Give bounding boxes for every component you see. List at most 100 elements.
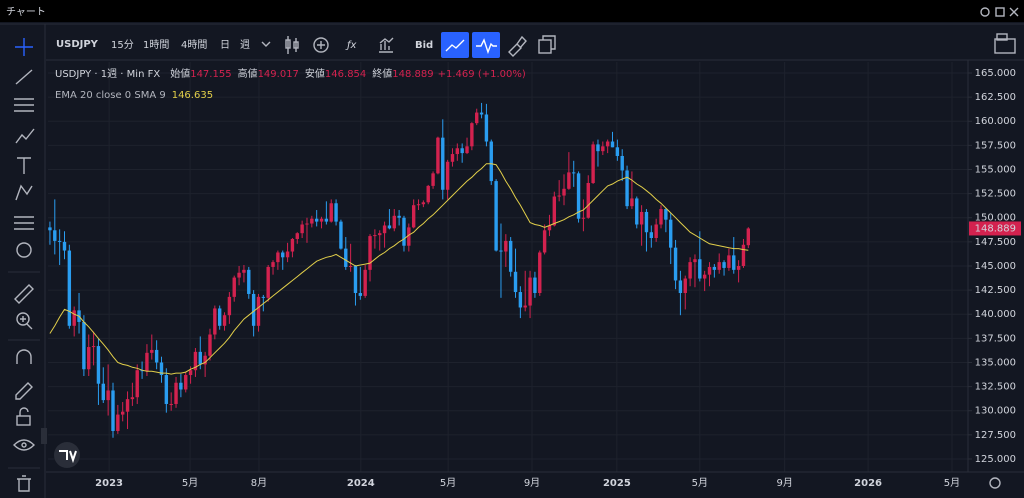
dropdown[interactable] [261,41,271,47]
y-tick-label: 127.500 [975,430,1016,441]
candle-body [232,277,236,297]
interval-button[interactable]: 1時間 [143,39,169,51]
y-tick-label: 130.000 [975,406,1016,417]
candle-body [445,161,450,190]
zoom-tool[interactable] [16,312,33,330]
candle-body [222,315,227,326]
pattern-tool[interactable] [15,184,33,201]
candle-body [610,141,615,148]
candle-body [300,224,304,234]
interval-button[interactable]: 4時間 [181,39,207,51]
candle-body [319,218,324,222]
delete-tool[interactable] [17,475,31,492]
candle-body [285,251,290,258]
candle-body [305,223,309,225]
candle-body [508,240,513,272]
candle-body [48,227,52,231]
candle-body [276,252,280,263]
symbol[interactable]: USDJPY [56,39,99,50]
candle-body [465,146,469,154]
interval-button[interactable]: 週 [240,39,250,51]
candle-body [484,114,489,142]
candle-body [125,399,130,412]
ohlc-label: 終値 [372,67,392,80]
candle-body [455,148,460,155]
hide-tool[interactable] [13,439,35,451]
candle-body [290,238,295,252]
price-source[interactable]: Bid [415,40,433,51]
indicator-button[interactable]: ƒx [345,40,357,51]
candle-body [339,221,343,249]
ohlc-value: 146.854 [325,69,366,80]
candle-body [605,141,610,147]
crosshair-tool[interactable] [15,38,33,56]
y-tick-label: 132.500 [975,382,1016,393]
x-tick-label: 5月 [944,477,960,489]
candle-body [736,265,741,270]
candle-body [120,411,125,415]
prediction-tool[interactable] [14,216,34,230]
candle-body [154,349,159,363]
chart-type-button[interactable] [285,36,299,54]
candle-body [324,218,329,222]
interval-button[interactable]: 日 [220,40,230,51]
candle-body [538,252,542,294]
ohlc-value: 149.017 [258,69,299,80]
candle-body [348,265,353,267]
x-tick-label: 2023 [95,478,123,489]
candle-body [106,390,110,401]
magnet-tool[interactable] [16,349,32,364]
y-tick-label: 137.500 [975,333,1016,344]
y-tick-label: 135.000 [975,357,1016,368]
brush-button[interactable] [508,35,527,57]
candle-body [82,321,86,370]
candle-body [314,218,319,222]
copy-button[interactable] [538,35,556,54]
line-button[interactable] [441,32,469,58]
settings-button[interactable] [989,477,1001,489]
stay-drawing-tool[interactable] [15,382,33,400]
candle-body [639,211,644,225]
x-tick-label: 5月 [440,477,456,489]
candle-body [518,292,523,308]
candle-body [135,370,139,398]
candle-body [489,141,493,182]
collapse-handle[interactable] [41,428,47,444]
candle-body [169,403,173,405]
candle-body [281,252,285,258]
ruler-tool[interactable] [14,284,34,304]
candle-body [533,277,537,294]
candle-body [203,355,207,365]
text-tool[interactable] [17,157,31,174]
candle-body [693,259,697,263]
ema-line [49,163,749,375]
drawing-tools [8,24,47,498]
layout-button[interactable] [994,33,1016,54]
fib-tool[interactable] [14,98,34,112]
tv-logo [54,442,80,468]
candle-body [198,351,202,365]
wave-icon [476,38,497,55]
symbol-line: USDJPY · 1週 · Min FX [55,68,160,80]
icon-tool[interactable] [16,242,32,258]
trendline-tool[interactable] [15,69,33,85]
candle-body [150,349,154,353]
candle-body [460,148,464,154]
window-controls[interactable] [980,7,1019,17]
candle-body [242,269,246,273]
candle-body [295,233,299,239]
compare-button[interactable] [313,37,329,53]
candle-body [62,241,67,251]
brush-tool[interactable] [15,128,35,144]
candle-body [712,266,717,270]
lock-tool[interactable] [16,407,31,426]
template-button[interactable] [379,37,394,53]
candle-body [499,250,503,252]
candle-body [596,144,600,152]
y-tick-label: 162.500 [975,92,1016,103]
ohlc-value: 147.155 [190,69,231,80]
interval-button[interactable]: 15分 [111,39,134,51]
window-title: チャート [6,6,46,18]
candle-body [450,154,455,162]
